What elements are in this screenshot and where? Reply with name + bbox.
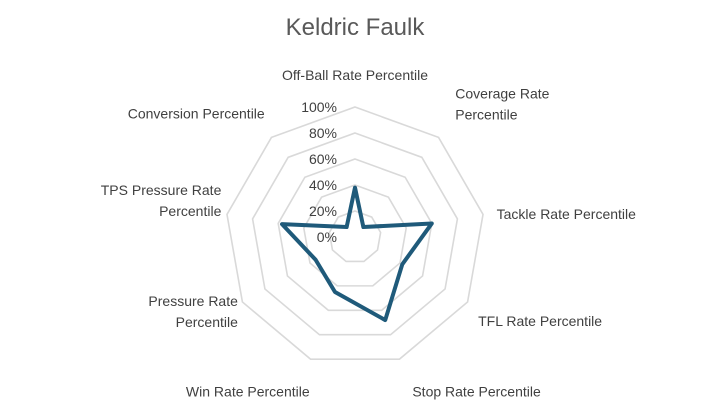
grid-ring-1 [328,210,382,263]
grid-rings [226,106,484,360]
tick-label: 60% [309,151,337,167]
category-label: Pressure Rate Percentile [148,293,238,330]
tick-label: 80% [309,125,337,141]
series-group [280,185,434,323]
tick-label: 20% [309,203,337,219]
category-label: TFL Rate Percentile [478,313,602,329]
grid-ring-2 [302,184,408,287]
category-label: Coverage Rate Percentile [455,85,549,122]
tick-label: 40% [309,177,337,193]
category-labels: Off-Ball Rate Percentile Coverage Rate Per… [101,67,636,400]
category-label: Stop Rate Percentile [412,384,541,400]
grid-ring-3 [277,158,433,312]
category-label: TPS Pressure Rate Percentile [101,182,222,219]
category-label: Conversion Percentile [128,105,265,121]
category-label: Win Rate Percentile [186,384,310,400]
grid-ring-4 [251,132,459,336]
grid-ring-5 [226,106,484,360]
tick-label: 100% [301,99,337,115]
chart-title: Keldric Faulk [286,14,426,41]
series-line-1 [280,185,434,323]
tick-label: 0% [317,229,337,245]
category-label: Off-Ball Rate Percentile [282,67,428,83]
category-label: Tackle Rate Percentile [497,206,637,222]
tick-labels: 0% 20% 40% 60% 80% 100% [301,99,337,245]
